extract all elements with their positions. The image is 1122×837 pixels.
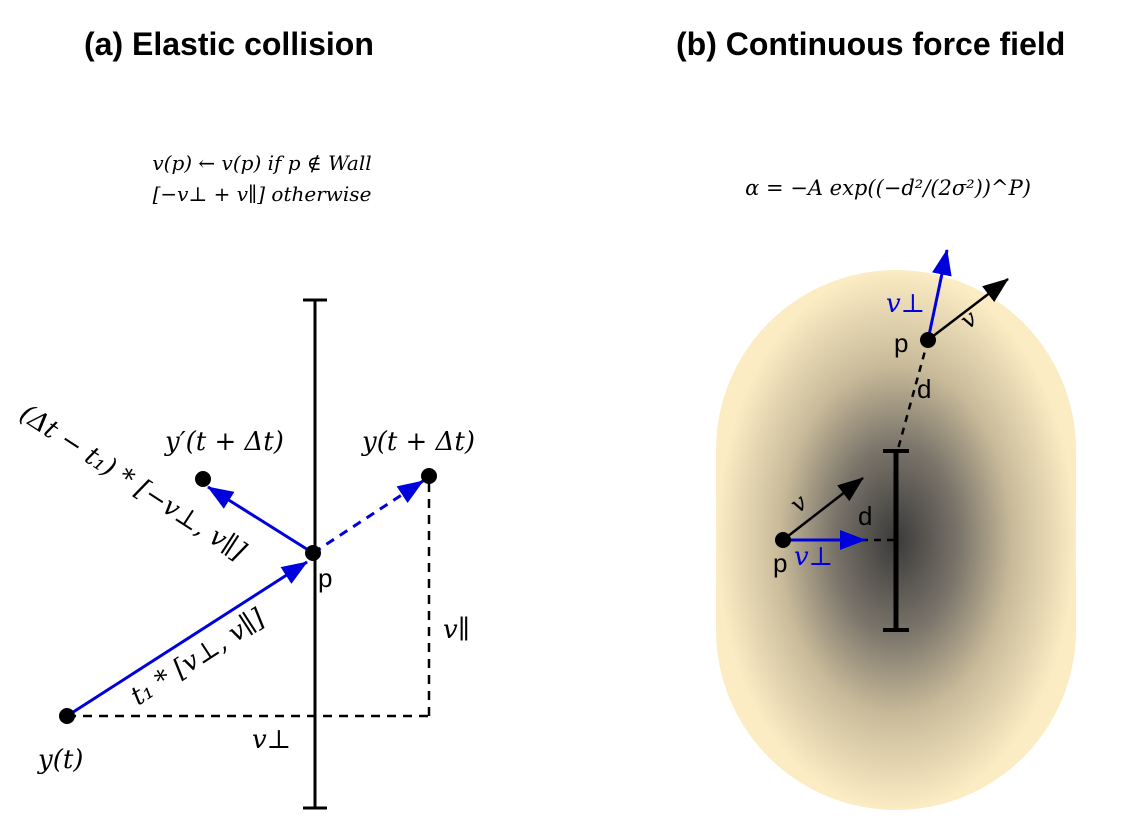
label-v-perp-top: v⊥ bbox=[886, 289, 925, 319]
formula-a-line2: [−v⊥ + v∥] otherwise bbox=[153, 182, 372, 206]
panel-a: v(p) ← v(p) if p ∉ Wall [−v⊥ + v∥] other… bbox=[14, 151, 475, 810]
point-p-bottom bbox=[775, 532, 791, 548]
label-p-a: p bbox=[318, 563, 332, 593]
panel-a-title: (a) Elastic collision bbox=[84, 26, 374, 62]
point-p-a bbox=[305, 545, 321, 561]
point-y-prime bbox=[195, 471, 211, 487]
label-v-perp: v⊥ bbox=[252, 725, 291, 755]
panel-b-title: (b) Continuous force field bbox=[676, 26, 1066, 62]
label-y-next: y(t + Δt) bbox=[361, 427, 475, 457]
label-d-bottom: d bbox=[858, 501, 872, 531]
label-p-top: p bbox=[894, 328, 908, 358]
v-arrow-top bbox=[927, 278, 1009, 341]
point-y-next bbox=[421, 468, 437, 484]
label-delta-vector: (Δt − t₁) * [−v⊥, v∥] bbox=[14, 399, 251, 568]
formula-a-line1: v(p) ← v(p) if p ∉ Wall bbox=[152, 151, 371, 175]
reflected-arrow bbox=[207, 485, 314, 555]
v-arrow-bottom bbox=[782, 477, 864, 541]
unblocked-arrow bbox=[312, 479, 424, 555]
label-v-perp-bottom: v⊥ bbox=[794, 542, 833, 572]
label-t1-vector: t₁ * [v⊥, v∥] bbox=[125, 603, 270, 712]
panel-b: α = −A exp((−d²/(2σ²))^P) p v⊥ v d p v v… bbox=[716, 176, 1076, 810]
incoming-arrow bbox=[66, 560, 308, 718]
distance-line-top bbox=[896, 339, 930, 450]
label-y-t: y(t) bbox=[37, 745, 83, 775]
label-d-top: d bbox=[917, 374, 931, 404]
point-p-top bbox=[920, 332, 936, 348]
v-perp-arrow-top bbox=[926, 249, 952, 341]
label-p-bottom: p bbox=[773, 548, 787, 578]
formula-b: α = −A exp((−d²/(2σ²))^P) bbox=[745, 176, 1031, 200]
label-y-prime: y′(t + Δt) bbox=[164, 427, 284, 457]
point-y-t bbox=[59, 708, 75, 724]
label-v-par: v∥ bbox=[443, 615, 470, 645]
